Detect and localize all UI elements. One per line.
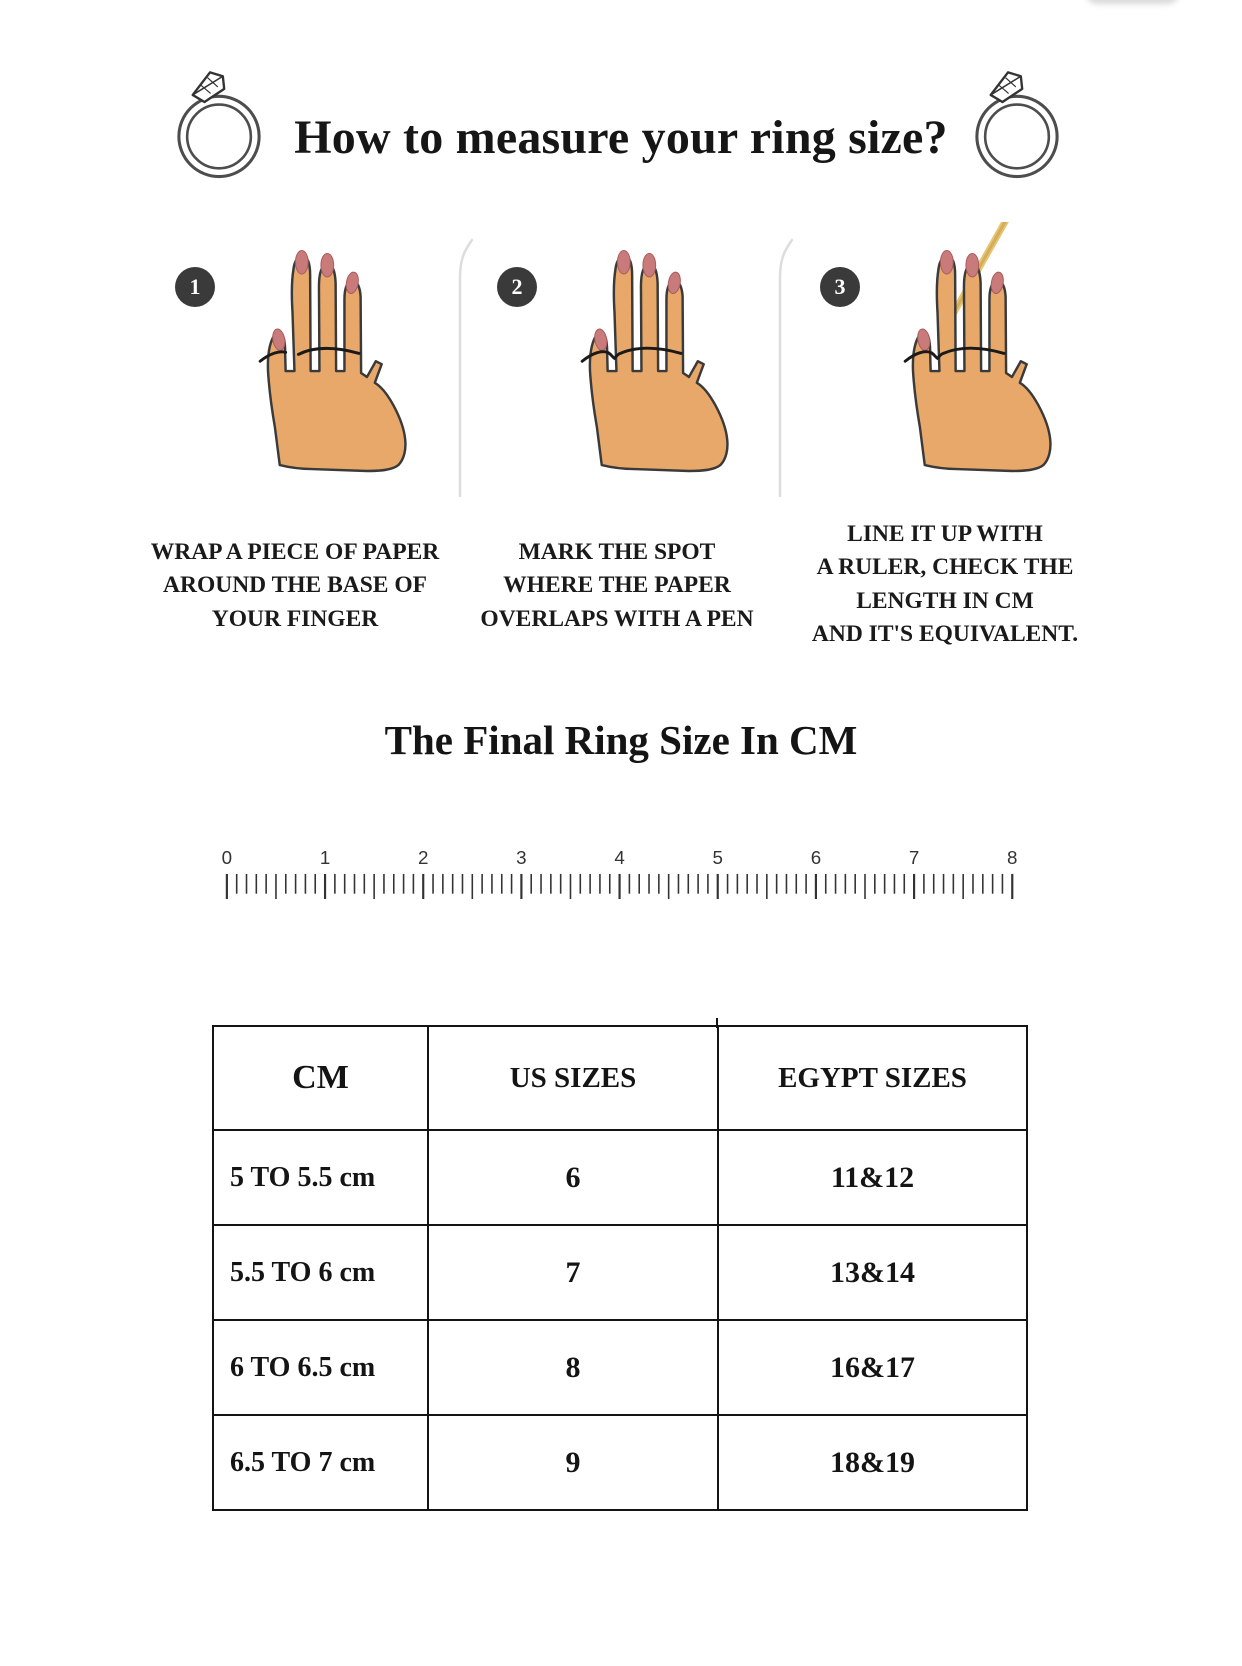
- svg-text:1: 1: [320, 847, 330, 868]
- svg-text:5: 5: [713, 847, 723, 868]
- svg-text:4: 4: [614, 847, 624, 868]
- svg-text:7: 7: [909, 847, 919, 868]
- svg-text:8: 8: [1007, 847, 1017, 868]
- svg-text:0: 0: [222, 847, 232, 868]
- svg-text:3: 3: [516, 847, 526, 868]
- svg-text:2: 2: [418, 847, 428, 868]
- svg-text:6: 6: [811, 847, 821, 868]
